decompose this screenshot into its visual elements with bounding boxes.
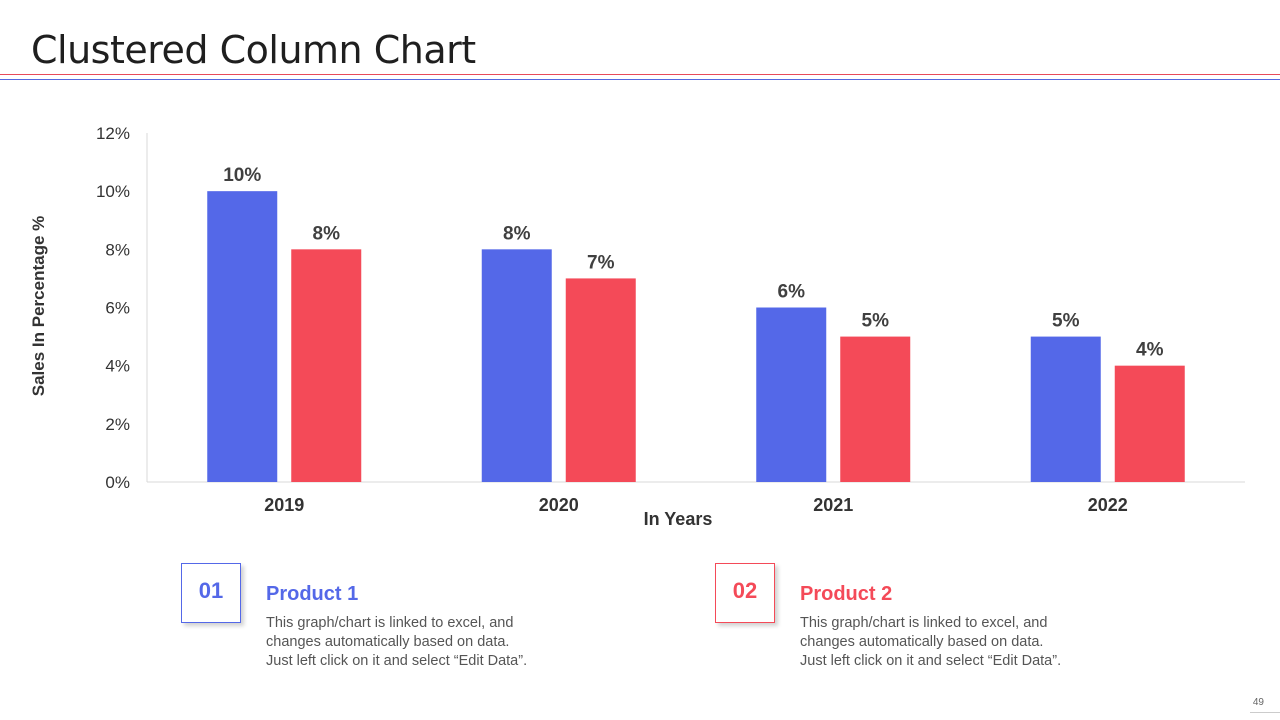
- card-description-line: changes automatically based on data.: [266, 634, 510, 650]
- card-title: Product 1: [266, 583, 359, 605]
- bar-product-2-2020[interactable]: [565, 278, 636, 482]
- card-description-line: This graph/chart is linked to excel, and: [266, 615, 514, 631]
- bar-product-2-2019[interactable]: [291, 249, 362, 482]
- card-description-line: This graph/chart is linked to excel, and: [800, 615, 1048, 631]
- page-number: 49: [1252, 697, 1264, 708]
- card-description: This graph/chart is linked to excel, and…: [266, 614, 586, 671]
- y-tick-label: 2%: [105, 415, 130, 434]
- bar-product-2-2022[interactable]: [1114, 365, 1185, 482]
- y-tick-label: 12%: [96, 124, 130, 143]
- data-label: 8%: [503, 223, 531, 244]
- y-tick-label: 0%: [105, 473, 130, 492]
- bar-group: [207, 191, 1185, 482]
- data-label: 5%: [862, 311, 890, 332]
- card-title: Product 2: [800, 583, 893, 605]
- bar-product-1-2020[interactable]: [481, 249, 552, 482]
- x-tick-label: 2019: [264, 495, 304, 515]
- data-label: 10%: [223, 165, 261, 186]
- y-tick-label: 10%: [96, 182, 130, 201]
- data-label: 5%: [1052, 311, 1080, 332]
- page-number-rule: [1250, 712, 1280, 713]
- card-description-line: Just left click on it and select “Edit D…: [266, 653, 528, 669]
- x-tick-label: 2020: [539, 495, 579, 515]
- card-number-badge: 02: [715, 563, 775, 623]
- data-labels: 10% 8% 8% 7% 6% 5% 5% 4%: [223, 165, 1163, 360]
- y-tick-label: 8%: [105, 240, 130, 259]
- card-number: 01: [198, 578, 224, 603]
- bar-product-1-2022[interactable]: [1030, 336, 1101, 482]
- x-axis-title: In Years: [644, 509, 713, 529]
- data-label: 4%: [1136, 340, 1164, 361]
- x-tick-label: 2022: [1088, 495, 1128, 515]
- slide-title: Clustered Column Chart: [31, 28, 476, 72]
- y-tick-labels: 0% 2% 4% 6% 8% 10% 12%: [96, 124, 130, 492]
- data-label: 7%: [587, 252, 615, 273]
- legend-card-product-1: 01 Product 1 This graph/chart is linked …: [181, 563, 581, 683]
- bar-product-1-2021[interactable]: [756, 307, 827, 483]
- card-description: This graph/chart is linked to excel, and…: [800, 614, 1120, 671]
- y-tick-label: 4%: [105, 357, 130, 376]
- header-divider-blue: [0, 79, 1280, 80]
- clustered-column-chart[interactable]: 0%2%4%6%8%10%12% 10%8% 8%7%6%5% 5%4% 2019 2…: [0, 0, 1280, 560]
- y-tick-label: 6%: [105, 299, 130, 318]
- card-description-line: changes automatically based on data.: [800, 634, 1044, 650]
- bar-product-2-2021[interactable]: [840, 336, 911, 482]
- x-tick-label: 2021: [813, 495, 853, 515]
- card-number: 02: [732, 578, 758, 603]
- y-axis-title: Sales In Percentage %: [29, 216, 48, 396]
- card-description-line: Just left click on it and select “Edit D…: [800, 653, 1062, 669]
- card-number-badge: 01: [181, 563, 241, 623]
- bar-product-1-2019[interactable]: [207, 191, 278, 482]
- legend-card-product-2: 02 Product 2 This graph/chart is linked …: [715, 563, 1115, 683]
- header-divider-red: [0, 74, 1280, 75]
- x-tick-labels: 2019 2020 2021 2022: [264, 495, 1128, 515]
- data-label: 6%: [778, 282, 806, 303]
- data-label: 8%: [313, 223, 341, 244]
